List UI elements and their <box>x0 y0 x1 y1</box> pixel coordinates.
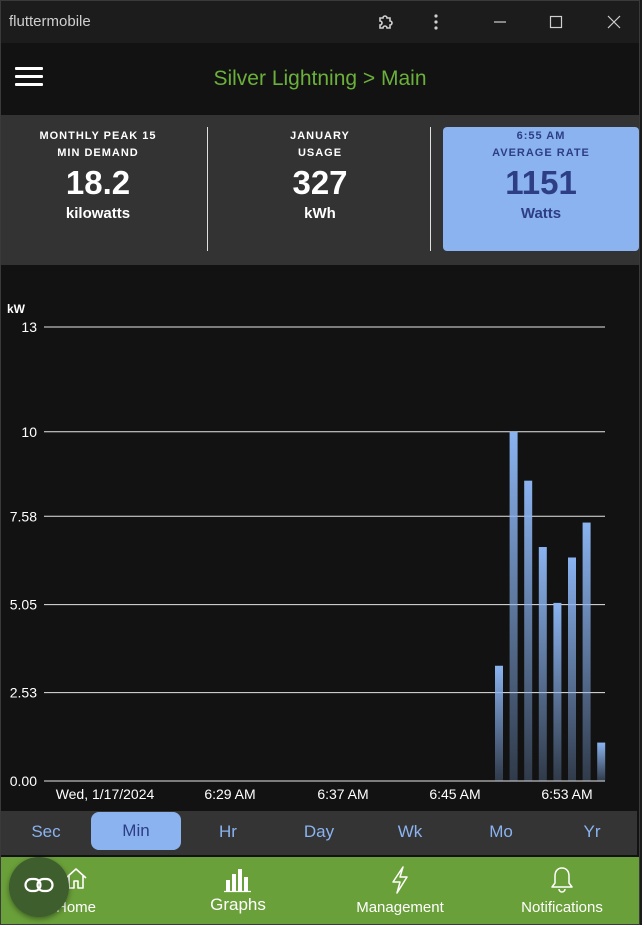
stat-divider <box>430 127 431 251</box>
x-tick-label: 6:29 AM <box>204 786 255 802</box>
stat-value: 327 <box>292 164 348 201</box>
x-tick-label: Wed, 1/17/2024 <box>56 786 155 802</box>
stat-label-line1: JANUARY <box>290 130 350 142</box>
chart-svg: kW 13 10 7.58 5.05 2.53 0.00 Wed, 1/17/2024 6:… <box>7 302 606 802</box>
chart-bar[interactable] <box>524 480 533 781</box>
stat-unit: kWh <box>304 205 336 222</box>
window-title: fluttermobile <box>9 13 91 30</box>
stats-panel: MONTHLY PEAK 15 MIN DEMAND 18.2 kilowatt… <box>1 115 639 265</box>
tab-yr[interactable]: Yr <box>583 822 601 841</box>
y-tick-label: 2.53 <box>10 685 37 701</box>
bar-chart-icon <box>223 865 253 898</box>
stat-divider <box>207 127 208 251</box>
bell-icon <box>549 865 575 900</box>
usage-chart[interactable]: kW 13 10 7.58 5.05 2.53 0.00 Wed, 1/17/2024 6:… <box>1 265 639 811</box>
y-axis-label: kW <box>7 302 26 316</box>
home-icon <box>62 865 90 898</box>
chart-bar[interactable] <box>495 665 503 781</box>
nav-notifications[interactable]: Notifications <box>501 857 623 924</box>
close-icon[interactable] <box>601 9 627 35</box>
nav-graphs[interactable]: Graphs <box>183 857 293 924</box>
x-tick-label: 6:45 AM <box>429 786 480 802</box>
stat-monthly-peak[interactable]: MONTHLY PEAK 15 MIN DEMAND 18.2 kilowatt… <box>3 127 193 251</box>
maximize-icon[interactable] <box>543 9 569 35</box>
chart-bar[interactable] <box>597 742 606 781</box>
nav-notifications-label: Notifications <box>521 899 603 916</box>
chart-bar[interactable] <box>582 522 591 781</box>
link-icon <box>24 876 54 899</box>
window-titlebar: fluttermobile <box>1 1 639 43</box>
y-tick-label: 5.05 <box>10 597 37 613</box>
chart-bar[interactable] <box>538 547 547 781</box>
x-tick-label: 6:37 AM <box>317 786 368 802</box>
nav-home-label: Home <box>55 899 96 916</box>
nav-management-label: Management <box>356 899 444 916</box>
puzzle-icon[interactable] <box>373 9 399 35</box>
bottom-nav: Home Graphs Management Notifications <box>1 857 639 924</box>
chart-bar[interactable] <box>553 602 562 781</box>
tab-sec[interactable]: Sec <box>31 822 61 841</box>
stat-label-line1: 6:55 AM <box>516 130 566 142</box>
tab-wk[interactable]: Wk <box>397 822 423 841</box>
y-tick-label: 0.00 <box>10 773 37 789</box>
tab-mo[interactable]: Mo <box>489 822 513 841</box>
minimize-icon[interactable] <box>487 9 513 35</box>
y-tick-label: 13 <box>21 319 37 335</box>
nav-management[interactable]: Management <box>335 857 465 924</box>
y-tick-label: 10 <box>21 424 37 440</box>
nav-graphs-label: Graphs <box>210 895 266 914</box>
y-tick-label: 7.58 <box>10 508 37 524</box>
lightning-icon <box>388 865 412 900</box>
stat-label-line1: MONTHLY PEAK 15 <box>39 130 157 142</box>
tab-min[interactable]: Min <box>91 812 181 850</box>
more-vertical-icon[interactable] <box>423 9 449 35</box>
stat-unit: kilowatts <box>65 205 131 222</box>
stat-label-line2: AVERAGE RATE <box>492 147 590 159</box>
app-bar: Silver Lightning > Main <box>1 43 639 113</box>
range-tabs: Sec Min Hr Day Wk Mo Yr <box>1 811 637 855</box>
nav-home[interactable]: Home <box>21 857 131 924</box>
stat-label-line2: USAGE <box>297 147 343 159</box>
stat-value: 1151 <box>505 164 577 201</box>
tab-hr[interactable]: Hr <box>219 822 237 841</box>
stat-value: 18.2 <box>65 164 131 201</box>
stat-unit: Watts <box>520 205 562 222</box>
link-fab-button[interactable] <box>9 857 69 917</box>
chart-bar[interactable] <box>568 557 576 781</box>
stat-january-usage[interactable]: JANUARY USAGE 327 kWh <box>225 127 415 251</box>
page-title: Silver Lightning > Main <box>213 67 427 90</box>
x-tick-label: 6:53 AM <box>541 786 592 802</box>
tab-day[interactable]: Day <box>303 822 335 841</box>
chart-bar[interactable] <box>509 431 518 781</box>
stat-label-line2: MIN DEMAND <box>57 147 139 159</box>
hamburger-menu-icon[interactable] <box>15 67 43 89</box>
stat-average-rate[interactable]: 6:55 AM AVERAGE RATE 1151 Watts <box>443 127 639 251</box>
